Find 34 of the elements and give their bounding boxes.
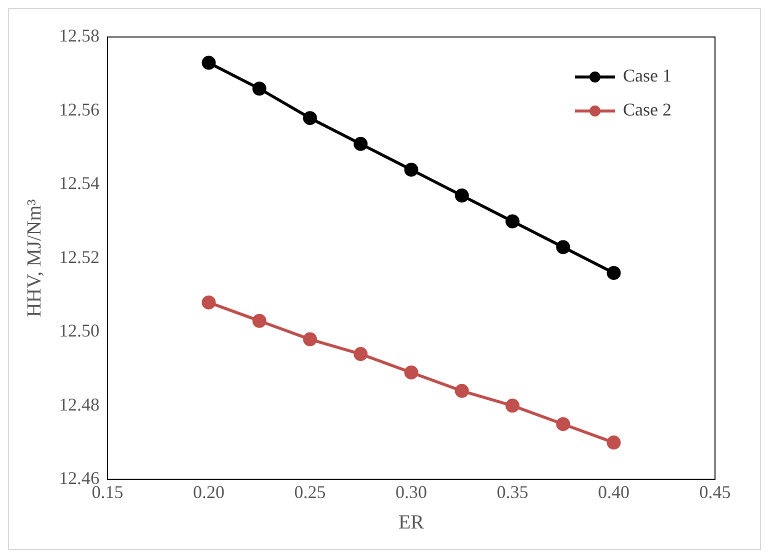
point bbox=[454, 188, 469, 203]
y-tick-label: 12.52 bbox=[59, 246, 100, 267]
y-axis-title: HHV, MJ/Nm³ bbox=[23, 199, 46, 318]
y-tick-label: 12.50 bbox=[59, 320, 100, 341]
x-tick-label: 0.25 bbox=[294, 482, 326, 502]
point bbox=[606, 436, 621, 450]
point bbox=[303, 111, 317, 126]
x-tick-label: 0.30 bbox=[396, 482, 427, 502]
point bbox=[354, 347, 368, 362]
legend-label: Case 1 bbox=[623, 66, 672, 86]
point bbox=[556, 240, 570, 254]
point bbox=[202, 295, 216, 310]
x-tick-label: 0.35 bbox=[496, 482, 528, 502]
point bbox=[202, 56, 216, 70]
x-tick-label: 0.45 bbox=[699, 482, 731, 502]
point bbox=[606, 266, 621, 280]
point bbox=[252, 314, 266, 328]
x-tick-label: 0.20 bbox=[193, 482, 224, 502]
x-axis-title: ER bbox=[398, 511, 425, 534]
point bbox=[506, 214, 520, 228]
legend-label: Case 2 bbox=[623, 100, 672, 120]
y-tick-label: 12.56 bbox=[59, 99, 100, 120]
y-tick-label: 12.54 bbox=[59, 173, 100, 194]
point bbox=[303, 332, 317, 346]
point bbox=[556, 417, 570, 432]
point bbox=[454, 384, 469, 398]
point bbox=[404, 365, 418, 380]
point bbox=[506, 398, 520, 413]
point bbox=[404, 162, 418, 177]
point bbox=[354, 136, 368, 151]
x-tick-label: 0.40 bbox=[598, 482, 630, 502]
y-tick-label: 12.58 bbox=[59, 26, 100, 46]
y-tick-label: 12.48 bbox=[59, 394, 100, 414]
point bbox=[252, 82, 266, 96]
